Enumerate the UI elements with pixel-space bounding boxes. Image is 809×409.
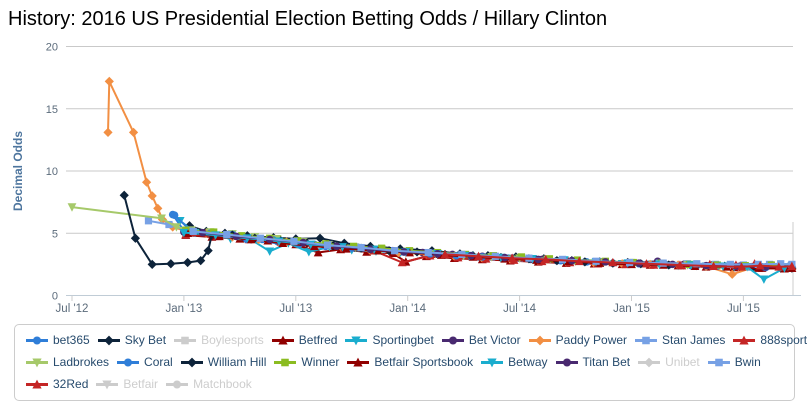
- odds-chart-svg: 0 5 10 15 20 Jul '12 Jan '13 Jul '13 Jan '14 Jul …: [11, 42, 801, 315]
- legend-label: Bwin: [734, 355, 761, 369]
- legend-row: 32Red Betfair Matchbook: [25, 373, 786, 395]
- x-tick-label: Jan '15: [613, 303, 650, 315]
- legend-item-paddy-power[interactable]: Paddy Power: [528, 333, 627, 347]
- legend-label: Unibet: [665, 355, 700, 369]
- y-tick-label: 10: [46, 166, 58, 178]
- legend-label: Betway: [508, 355, 548, 369]
- legend-item-sky-bet[interactable]: Sky Bet: [97, 333, 166, 347]
- coral-circle-marker-icon: [117, 358, 140, 366]
- legend-label: Coral: [144, 355, 173, 369]
- legend-item-coral[interactable]: Coral: [116, 355, 173, 369]
- legend-label: Matchbook: [193, 377, 252, 391]
- legend-row: Ladbrokes Coral William Hill Winner Betfair …: [25, 351, 786, 373]
- legend-item-bet-victor[interactable]: Bet Victor: [441, 333, 521, 347]
- legend-label: William Hill: [207, 355, 267, 369]
- x-tick-label: Jul '15: [727, 303, 760, 315]
- bet-victor-circle-marker-icon: [441, 336, 464, 344]
- legend-item-betfred[interactable]: Betfred: [271, 333, 338, 347]
- y-tick-label: 20: [46, 42, 58, 54]
- legend-item-bwin[interactable]: Bwin: [707, 355, 761, 369]
- 888sport-triangle-marker-icon: [733, 335, 756, 344]
- legend-item-boylesports[interactable]: Boylesports: [173, 333, 264, 347]
- legend-item-888sport[interactable]: 888sport: [732, 333, 807, 347]
- series-32red: [440, 249, 797, 271]
- x-tick-label: Jul '13: [279, 303, 312, 315]
- legend-label: Sportingbet: [372, 333, 434, 347]
- bet365-circle-marker-icon: [26, 336, 48, 344]
- sportingbet-triangle-down-marker-icon: [345, 336, 368, 345]
- x-tick-label: Jul '14: [503, 303, 536, 315]
- legend-label: Sky Bet: [124, 333, 167, 347]
- betfred-triangle-marker-icon: [271, 335, 294, 344]
- legend-box: bet365 Sky Bet Boylesports Betfred Sportingb…: [14, 324, 807, 401]
- legend-item-stan-james[interactable]: Stan James: [634, 333, 725, 347]
- legend-label: Bet Victor: [468, 333, 521, 347]
- matchbook-circle-marker-icon: [166, 380, 189, 388]
- betway-triangle-down-marker-icon: [481, 358, 504, 367]
- y-tick-label: 5: [52, 228, 58, 240]
- page-title: History: 2016 US Presidential Election B…: [8, 8, 608, 30]
- legend-label: Titan Bet: [582, 355, 631, 369]
- legend-item-betfair[interactable]: Betfair: [95, 377, 158, 391]
- legend-label: Paddy Power: [555, 333, 628, 347]
- legend-row: bet365 Sky Bet Boylesports Betfred Sportingb…: [25, 329, 807, 351]
- y-tick-label: 15: [46, 104, 58, 116]
- stan-james-square-marker-icon: [635, 336, 658, 344]
- legend-item-ladbrokes[interactable]: Ladbrokes: [25, 355, 109, 369]
- legend-label: Betfred: [298, 333, 338, 347]
- ladbrokes-triangle-down-marker-icon: [26, 358, 48, 367]
- legend-item-betfair-sportsbook[interactable]: Betfair Sportsbook: [346, 355, 473, 369]
- legend-item-matchbook[interactable]: Matchbook: [165, 377, 252, 391]
- legend-label: Betfair Sportsbook: [374, 355, 474, 369]
- boylesports-square-marker-icon: [174, 336, 197, 344]
- legend-item-winner[interactable]: Winner: [273, 355, 339, 369]
- legend-label: 32Red: [53, 377, 89, 391]
- x-tick-label: Jan '13: [166, 303, 203, 315]
- titan-bet-circle-marker-icon: [555, 358, 578, 366]
- legend-item-32red[interactable]: 32Red: [25, 377, 88, 391]
- unibet-diamond-marker-icon: [638, 357, 661, 367]
- betfair-sportsbook-triangle-marker-icon: [347, 357, 370, 366]
- legend-label: Winner: [301, 355, 340, 369]
- legend-label: Boylesports: [201, 333, 264, 347]
- paddy-power-diamond-marker-icon: [528, 335, 551, 345]
- betfair-triangle-down-marker-icon: [96, 380, 119, 389]
- sky-bet-diamond-marker-icon: [97, 335, 120, 345]
- legend-label: 888sport: [760, 333, 808, 347]
- legend-item-betway[interactable]: Betway: [480, 355, 548, 369]
- legend-label: bet365: [53, 333, 90, 347]
- winner-square-marker-icon: [274, 358, 297, 366]
- bwin-square-marker-icon: [707, 358, 730, 366]
- legend-label: Stan James: [662, 333, 726, 347]
- series-bwin: [189, 227, 796, 268]
- y-axis-title: Decimal Odds: [11, 131, 25, 211]
- x-tick-label: Jan '14: [389, 303, 426, 315]
- legend-label: Betfair: [123, 377, 159, 391]
- legend-item-william-hill[interactable]: William Hill: [180, 355, 267, 369]
- y-tick-label: 0: [52, 291, 58, 303]
- william-hill-diamond-marker-icon: [180, 357, 203, 367]
- legend-item-sportingbet[interactable]: Sportingbet: [344, 333, 434, 347]
- legend-item-titan-bet[interactable]: Titan Bet: [555, 355, 631, 369]
- legend-item-unibet[interactable]: Unibet: [637, 355, 700, 369]
- x-tick-label: Jul '12: [56, 303, 89, 315]
- odds-history-chart: 0 5 10 15 20 Jul '12 Jan '13 Jul '13 Jan '14 Jul …: [0, 32, 809, 324]
- legend-item-bet365[interactable]: bet365: [25, 333, 90, 347]
- legend-label: Ladbrokes: [53, 355, 110, 369]
- 32red-triangle-marker-icon: [26, 379, 48, 388]
